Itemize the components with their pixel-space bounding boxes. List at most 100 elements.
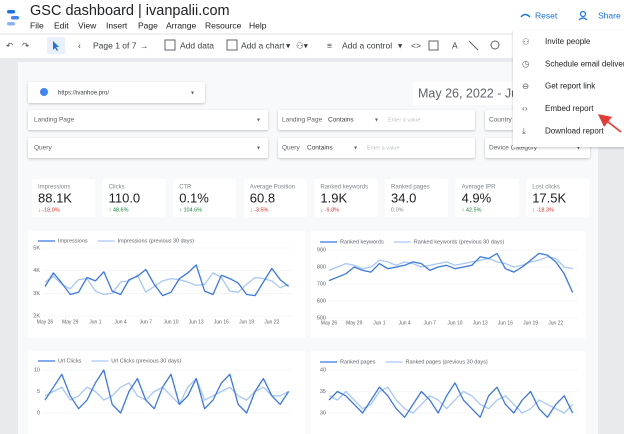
scorecard-label: Ranked pages bbox=[391, 185, 430, 191]
legend-label: Ranked keywords bbox=[340, 239, 384, 245]
code-icon[interactable]: <> bbox=[411, 40, 421, 50]
scorecard bbox=[102, 179, 166, 217]
undo-icon[interactable]: ↶ bbox=[6, 40, 14, 50]
series-line bbox=[328, 382, 574, 418]
menu-items: ⚇ Invite people ◷ Schedule email delivery ⊖ G… bbox=[522, 36, 624, 135]
caret: ▾ bbox=[577, 146, 580, 152]
menu-item[interactable]: View bbox=[78, 20, 97, 30]
scorecard-label: Average Position bbox=[250, 185, 295, 191]
filter-field: Landing Page bbox=[282, 117, 323, 124]
scorecard-value: 110.0 bbox=[109, 190, 141, 205]
scorecard-label: CTR bbox=[179, 185, 192, 191]
menu-item[interactable]: Invite people bbox=[545, 37, 591, 46]
filter-dropdown[interactable] bbox=[28, 138, 268, 158]
site-icon bbox=[40, 88, 48, 96]
redo-icon[interactable]: ↷ bbox=[22, 40, 30, 50]
scorecard-delta: ↑ 104.6% bbox=[179, 207, 202, 213]
dropdown-caret: ▾ bbox=[286, 40, 291, 50]
menu-item[interactable]: Edit bbox=[54, 20, 69, 30]
menu-icon: ⚇ bbox=[522, 36, 530, 46]
y-tick-label: 4K bbox=[33, 268, 40, 274]
filter-label: Device Category bbox=[489, 145, 538, 152]
reset-label[interactable]: Reset bbox=[535, 10, 558, 20]
menu-icon: ⊖ bbox=[522, 81, 529, 91]
x-tick-label: May 29 bbox=[346, 320, 363, 326]
filter-label: Landing Page bbox=[34, 117, 75, 124]
menu-bar: File Edit View Insert Page Arrange Resource Hel… bbox=[30, 20, 267, 30]
menu-item[interactable]: Page bbox=[138, 20, 158, 30]
site-url: https://ivanhoe.pro/ bbox=[58, 91, 109, 97]
share-button[interactable]: Share bbox=[578, 10, 621, 21]
reset-button[interactable]: Reset bbox=[520, 10, 558, 20]
menu-item[interactable]: Arrange bbox=[166, 20, 197, 30]
prev-page[interactable]: ‹ bbox=[78, 40, 81, 50]
dropdown-caret: ▾ bbox=[398, 40, 403, 50]
filter-label: Query bbox=[34, 145, 52, 152]
menu-item[interactable]: Embed report bbox=[545, 104, 594, 113]
filter-operator: Contains bbox=[328, 117, 354, 124]
add-control[interactable]: Add a control bbox=[342, 40, 392, 50]
series-line bbox=[44, 369, 290, 414]
site-selector[interactable] bbox=[28, 82, 205, 103]
y-tick-label: 600 bbox=[317, 298, 326, 304]
filter-input[interactable]: Enter a value bbox=[367, 145, 399, 151]
scorecard-label: Lost clicks bbox=[532, 185, 560, 191]
legend-label: Ranked keywords (previous 30 days) bbox=[414, 239, 505, 245]
add-chart[interactable]: Add a chart bbox=[241, 40, 285, 50]
filter-operator: Contains bbox=[307, 145, 333, 152]
add-data[interactable]: Add data bbox=[180, 40, 214, 50]
toolbar: ↶ ↷ ‹ Page 1 of 7 → Add data Add a chart… bbox=[6, 37, 500, 54]
date-range[interactable]: May 26, 2022 - Jun bbox=[418, 86, 525, 100]
scorecard-value: 1.9K bbox=[320, 190, 347, 205]
filter-control[interactable] bbox=[278, 138, 475, 158]
share-label[interactable]: Share bbox=[598, 10, 621, 20]
menu-icon: ◷ bbox=[522, 59, 530, 69]
caret: ▾ bbox=[257, 118, 260, 124]
x-tick-label: Jun 19 bbox=[523, 320, 538, 326]
series-line bbox=[328, 252, 574, 293]
menu-panel bbox=[513, 30, 624, 147]
x-tick-label: Jun 7 bbox=[140, 319, 152, 325]
line-icon[interactable] bbox=[468, 40, 479, 51]
caret: ▾ bbox=[191, 91, 194, 97]
menu-item[interactable]: Resource bbox=[205, 20, 242, 30]
menu-item[interactable]: Insert bbox=[106, 20, 128, 30]
filter-control[interactable] bbox=[278, 110, 475, 130]
series-line bbox=[328, 256, 573, 272]
legend-label: Url Clicks bbox=[58, 358, 81, 364]
legend-label: Impressions (previous 30 days) bbox=[118, 238, 195, 244]
menu-item[interactable]: Download report bbox=[545, 126, 604, 135]
scorecard-value: 34.0 bbox=[391, 190, 416, 205]
control-icon: ≡ bbox=[327, 40, 332, 50]
caret: ▾ bbox=[375, 118, 378, 124]
line-chart: 500 600 700 800 900 May 26 May 29 Jun 1 Jun 4 Jun… bbox=[310, 231, 586, 338]
menu-item[interactable]: Schedule email delivery bbox=[545, 59, 624, 68]
filter-field: Query bbox=[282, 145, 300, 152]
image-icon[interactable] bbox=[428, 40, 439, 51]
shape-icon[interactable] bbox=[490, 40, 500, 50]
menu-icon: ‹› bbox=[522, 103, 528, 113]
y-tick-label: 5 bbox=[37, 389, 40, 395]
filter-input[interactable]: Enter a value bbox=[388, 117, 420, 123]
filter-dropdown[interactable] bbox=[28, 110, 268, 130]
text-icon[interactable]: A bbox=[452, 40, 458, 50]
community-icon[interactable]: ⚇▾ bbox=[296, 40, 309, 50]
menu-item[interactable]: Help bbox=[249, 20, 267, 30]
line-chart: 2K 3K 4K 5K May 26 May 29 Jun 1 Jun 4 Jun 7 Jun 1… bbox=[28, 231, 305, 338]
y-tick-label: 800 bbox=[317, 264, 326, 270]
next-page[interactable]: → bbox=[140, 40, 149, 50]
y-tick-label: 10 bbox=[34, 367, 40, 373]
scorecard-value: 0.1% bbox=[179, 190, 209, 205]
x-tick-label: May 29 bbox=[62, 319, 79, 325]
menu-item[interactable]: Get report link bbox=[545, 82, 596, 91]
y-tick-label: 35 bbox=[320, 389, 326, 395]
date-range-box[interactable] bbox=[413, 82, 523, 105]
series-line bbox=[44, 264, 290, 297]
x-tick-label: Jun 7 bbox=[424, 320, 436, 326]
scorecard-value: 17.5K bbox=[532, 190, 566, 205]
x-tick-label: Jun 4 bbox=[398, 320, 410, 326]
scorecard bbox=[32, 179, 95, 217]
menu-item[interactable]: File bbox=[30, 20, 44, 30]
